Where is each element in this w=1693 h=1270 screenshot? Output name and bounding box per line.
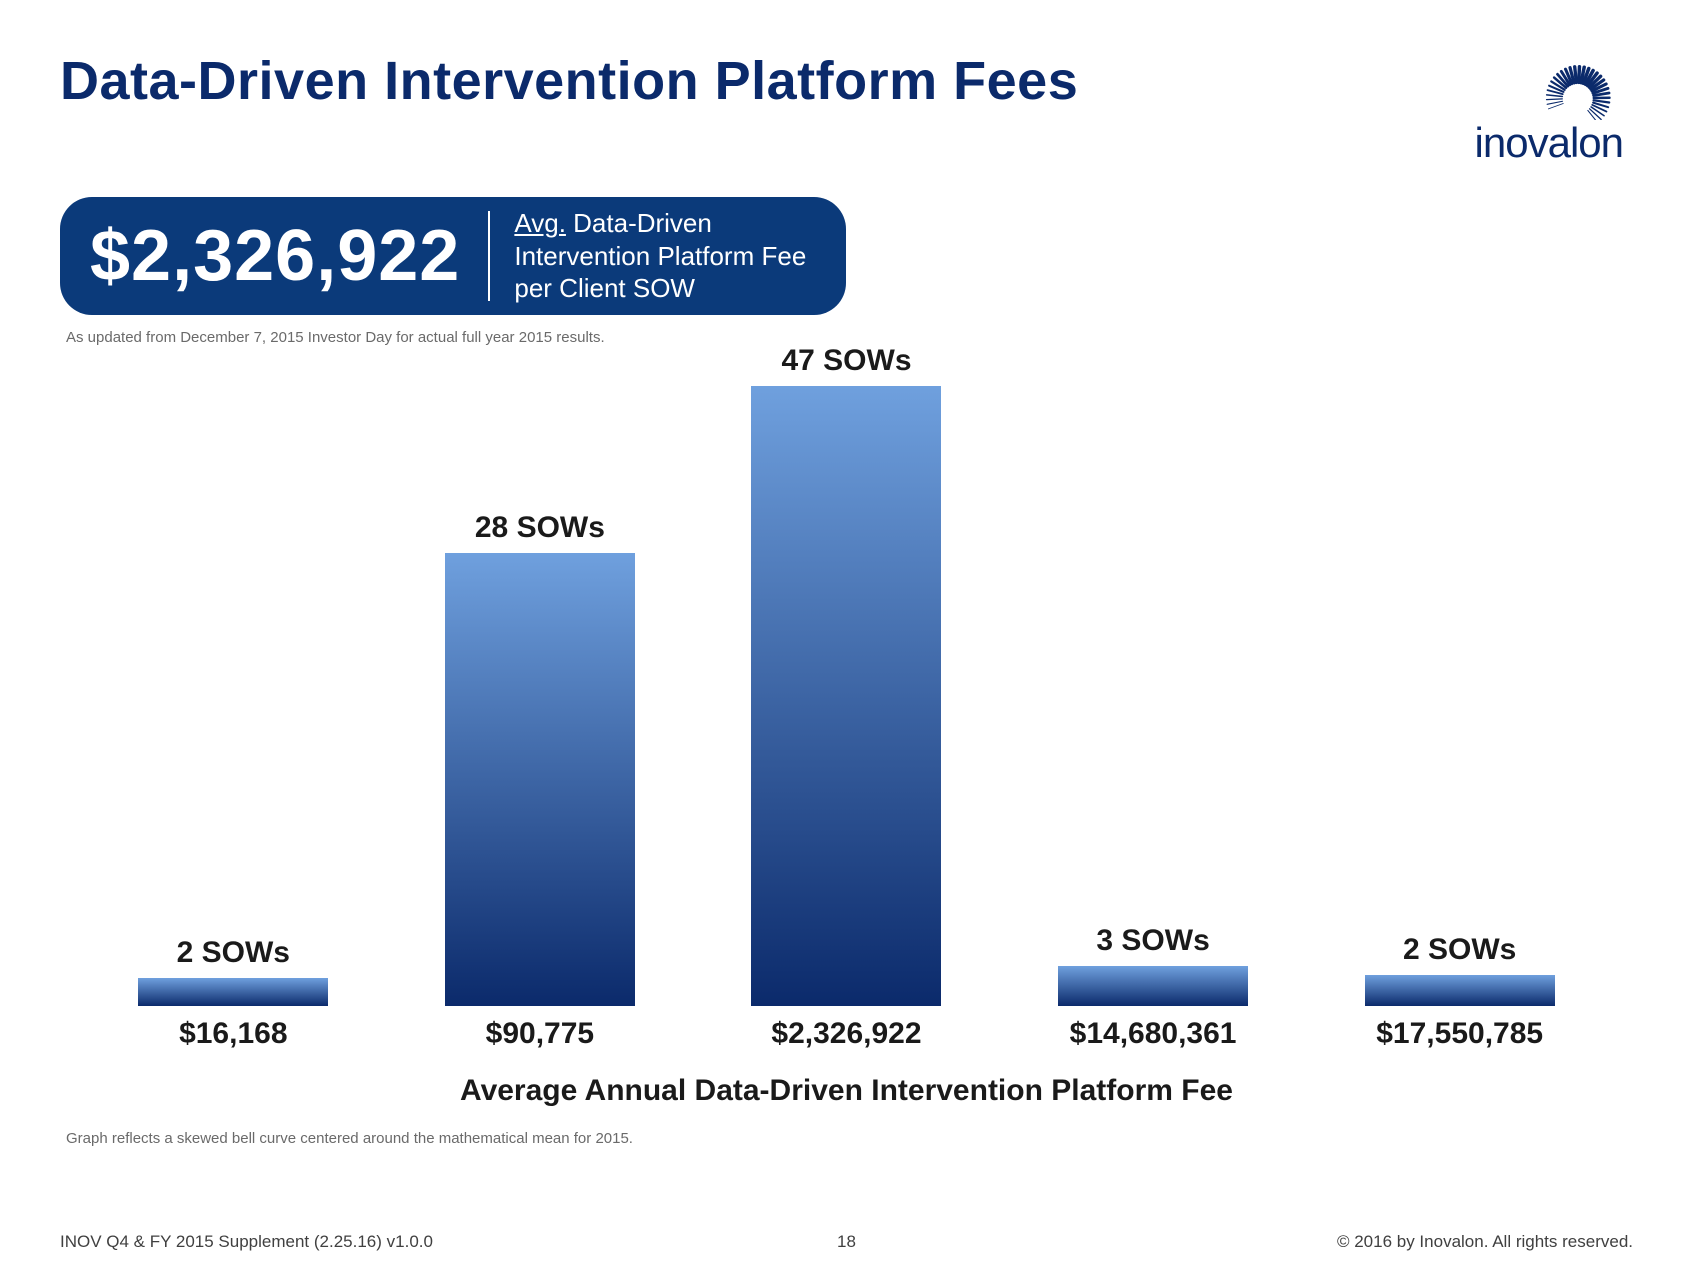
bar-col: 28 SOWs [402,511,678,1006]
logo-text-part2: alon [1548,119,1623,166]
bar-value-label: $2,326,922 [709,1017,985,1051]
footer-right: © 2016 by Inovalon. All rights reserved. [1337,1232,1633,1252]
footer: INOV Q4 & FY 2015 Supplement (2.25.16) v… [60,1232,1633,1252]
logo-text: inovalon [1475,119,1623,167]
bar [445,553,635,1006]
bar-col: 3 SOWs [1015,924,1291,1006]
bar-col: 47 SOWs [709,344,985,1006]
bar [751,386,941,1006]
bars-row: 2 SOWs 28 SOWs 47 SOWs 3 SOWs 2 SOWs [60,344,1633,1006]
bar-value-label: $90,775 [402,1017,678,1051]
bar [1058,966,1248,1006]
bar-chart: 2 SOWs 28 SOWs 47 SOWs 3 SOWs 2 SOWs $16,168… [60,346,1633,1126]
bar-col: 2 SOWs [95,936,371,1006]
value-row: $16,168 $90,775 $2,326,922 $14,680,361 $17,5… [60,1017,1633,1051]
bar-value-label: $14,680,361 [1015,1017,1291,1051]
callout-desc-l2: Intervention Platform Fee [514,241,806,271]
chart-footnote: Graph reflects a skewed bell curve cente… [66,1130,1633,1147]
bar-top-label: 3 SOWs [1096,924,1209,958]
bar-top-label: 47 SOWs [781,344,911,378]
sunburst-icon [1533,50,1623,120]
company-logo: inovalon [1475,50,1633,167]
page-title: Data-Driven Intervention Platform Fees [60,50,1078,112]
callout-row: $2,326,922 Avg. Data-Driven Intervention… [60,197,1633,315]
callout-desc-l1: Data-Driven [566,208,712,238]
header-row: Data-Driven Intervention Platform Fees i… [60,50,1633,167]
bar [1365,975,1555,1006]
bar-value-label: $16,168 [95,1017,371,1051]
x-axis-title: Average Annual Data-Driven Intervention … [60,1074,1633,1108]
callout-pill: $2,326,922 Avg. Data-Driven Intervention… [60,197,846,315]
bar-value-label: $17,550,785 [1322,1017,1598,1051]
callout-value: $2,326,922 [90,215,488,297]
bar-top-label: 2 SOWs [1403,933,1516,967]
bar-top-label: 2 SOWs [177,936,290,970]
callout-divider [488,211,490,301]
callout-desc: Avg. Data-Driven Intervention Platform F… [514,207,806,305]
logo-text-part1: inov [1475,119,1548,166]
bar [138,978,328,1006]
callout-desc-underline: Avg. [514,208,566,238]
bar-col: 2 SOWs [1322,933,1598,1006]
bar-top-label: 28 SOWs [475,511,605,545]
slide: Data-Driven Intervention Platform Fees i… [0,0,1693,1270]
page-number: 18 [837,1232,856,1252]
footer-left: INOV Q4 & FY 2015 Supplement (2.25.16) v… [60,1232,433,1252]
callout-desc-l3: per Client SOW [514,273,695,303]
